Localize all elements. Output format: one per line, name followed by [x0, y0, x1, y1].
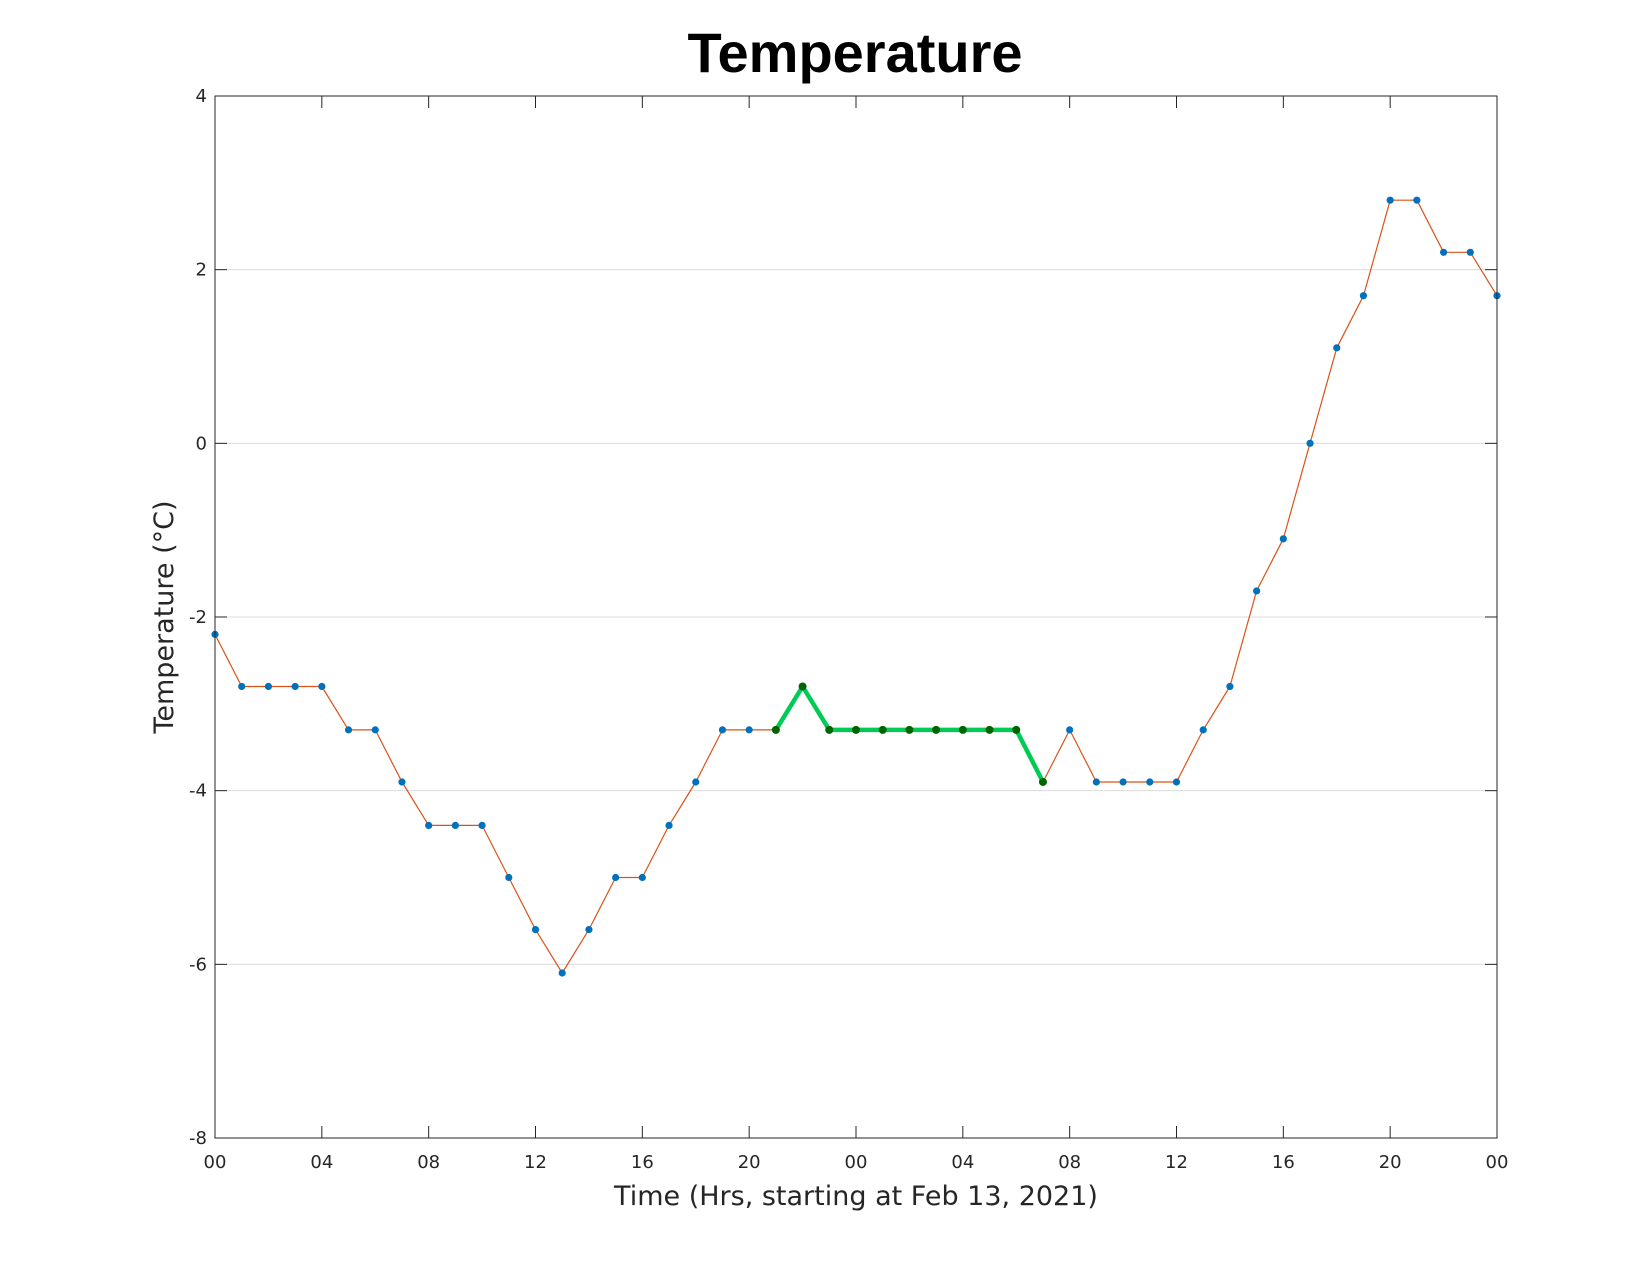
data-point: [1066, 726, 1074, 734]
x-tick-label: 20: [738, 1152, 761, 1173]
data-point: [825, 725, 834, 734]
x-tick-label: 00: [204, 1152, 227, 1173]
data-point: [1226, 682, 1234, 691]
data-point: [291, 682, 299, 691]
data-point: [958, 725, 967, 734]
x-tick-label: 20: [1379, 1152, 1402, 1173]
x-tick-label: 00: [845, 1152, 868, 1173]
x-tick-label: 16: [631, 1152, 654, 1173]
x-tick-label: 04: [310, 1152, 333, 1173]
x-tick-label: 12: [524, 1152, 547, 1173]
data-point: [1199, 726, 1207, 734]
data-point: [1279, 535, 1287, 543]
y-tick-label: 2: [196, 260, 207, 281]
data-point: [585, 926, 593, 934]
data-point: [985, 725, 994, 734]
data-point: [531, 926, 540, 934]
y-tick-label: 4: [196, 86, 207, 107]
data-point: [878, 725, 887, 734]
data-point: [1119, 778, 1127, 786]
data-point: [1439, 248, 1448, 256]
data-point: [238, 682, 246, 691]
chart-title: Temperature: [687, 21, 1022, 84]
y-tick-label: 0: [196, 433, 207, 454]
x-axis-label: Time (Hrs, starting at Feb 13, 2021): [613, 1181, 1098, 1212]
x-tick-label: 12: [1165, 1152, 1188, 1173]
data-point: [1012, 725, 1021, 734]
data-point: [371, 726, 379, 734]
data-point: [451, 821, 459, 830]
x-tick-label: 08: [417, 1152, 440, 1173]
series-line-2: [773, 684, 1046, 784]
data-point: [692, 778, 700, 786]
y-tick-label: -6: [189, 954, 207, 975]
grid: [215, 269, 1497, 965]
data-point: [558, 969, 566, 977]
x-tick-label: 04: [951, 1152, 974, 1173]
data-point: [1306, 439, 1314, 447]
x-tick-label: 00: [1486, 1152, 1509, 1173]
data-point: [1333, 344, 1341, 352]
data-point: [478, 821, 486, 830]
plot-series: [211, 196, 1501, 977]
data-point: [665, 821, 673, 830]
data-point: [398, 778, 406, 786]
axis-ticks: -8 -6 -4 -2 0 2 4 00 04 08 12 16 20 00 04 08 12 16 20 00: [189, 86, 1508, 1173]
data-point: [1038, 777, 1047, 786]
data-point: [505, 873, 513, 882]
y-tick-label: -8: [189, 1128, 207, 1149]
data-point: [1413, 196, 1421, 204]
data-point: [1359, 292, 1368, 300]
data-point: [344, 726, 353, 734]
data-point: [612, 873, 620, 882]
series-line-1: [214, 199, 1498, 974]
data-point: [638, 873, 646, 882]
data-point: [932, 725, 941, 734]
data-point: [718, 726, 727, 734]
y-tick-label: -2: [189, 607, 207, 628]
data-point: [1253, 587, 1261, 595]
data-point: [1386, 196, 1394, 204]
x-tick-label: 16: [1272, 1152, 1295, 1173]
data-point: [905, 725, 914, 734]
data-point: [852, 725, 860, 734]
data-point: [798, 682, 807, 691]
data-point: [1146, 778, 1154, 786]
x-tick-label: 08: [1058, 1152, 1081, 1173]
data-point: [1466, 248, 1474, 256]
data-point: [1172, 778, 1181, 786]
data-point: [318, 682, 326, 691]
y-axis-label: Temperature (°C): [149, 500, 180, 734]
data-point: [745, 726, 753, 734]
data-point: [1092, 778, 1100, 786]
y-tick-label: -4: [189, 781, 207, 802]
data-point: [425, 821, 433, 830]
data-point: [771, 725, 780, 734]
data-point: [264, 682, 273, 691]
